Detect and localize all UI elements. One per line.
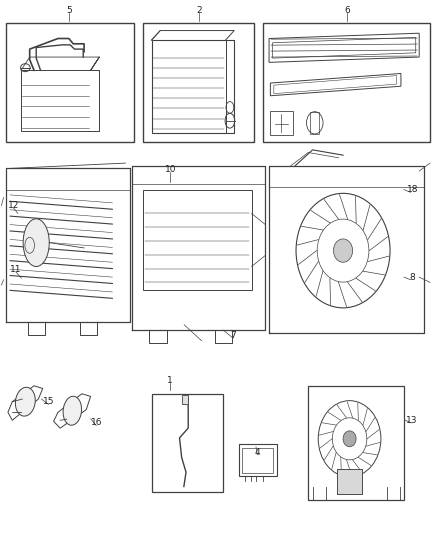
Bar <box>308 386 404 500</box>
Text: 8: 8 <box>410 272 416 281</box>
Circle shape <box>343 431 356 447</box>
Bar <box>152 40 234 133</box>
Text: 4: 4 <box>254 448 260 457</box>
Text: 12: 12 <box>8 201 19 210</box>
Text: 2: 2 <box>197 6 202 15</box>
Bar <box>143 190 252 290</box>
Text: 11: 11 <box>10 265 21 273</box>
Bar <box>262 22 430 142</box>
Bar <box>270 111 293 135</box>
Bar <box>239 444 277 476</box>
Ellipse shape <box>15 387 35 416</box>
Bar <box>143 22 254 142</box>
Text: 5: 5 <box>66 6 72 15</box>
Bar <box>337 469 362 495</box>
Bar <box>152 394 223 492</box>
Bar <box>242 448 273 473</box>
Circle shape <box>333 239 353 262</box>
Text: 15: 15 <box>42 397 54 406</box>
Bar <box>21 70 99 131</box>
Bar <box>311 112 319 134</box>
Text: 16: 16 <box>91 418 102 427</box>
Bar <box>337 469 362 495</box>
Text: 6: 6 <box>345 6 350 15</box>
Text: 7: 7 <box>230 331 236 340</box>
Bar <box>182 395 188 405</box>
Text: 1: 1 <box>167 376 173 385</box>
Text: 10: 10 <box>165 165 176 174</box>
Text: 13: 13 <box>406 416 417 425</box>
Bar <box>6 22 134 142</box>
Text: 18: 18 <box>407 185 418 194</box>
Ellipse shape <box>23 219 49 266</box>
Ellipse shape <box>63 396 81 425</box>
